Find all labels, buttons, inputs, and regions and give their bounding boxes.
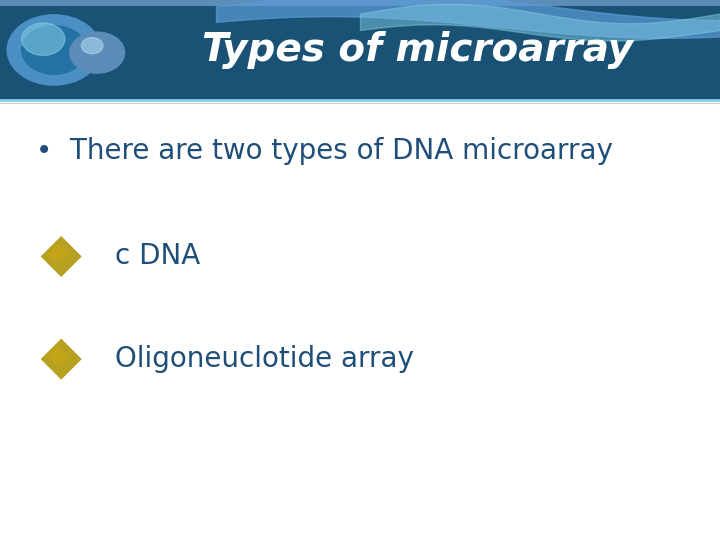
Polygon shape bbox=[48, 347, 69, 365]
Polygon shape bbox=[48, 244, 69, 262]
Polygon shape bbox=[41, 236, 82, 277]
Circle shape bbox=[70, 32, 125, 73]
Text: Types of microarray: Types of microarray bbox=[202, 31, 633, 69]
Circle shape bbox=[22, 23, 65, 55]
Text: Oligoneuclotide array: Oligoneuclotide array bbox=[115, 345, 414, 373]
Text: •  There are two types of DNA microarray: • There are two types of DNA microarray bbox=[36, 137, 613, 165]
FancyBboxPatch shape bbox=[0, 0, 720, 100]
Circle shape bbox=[7, 15, 101, 85]
Circle shape bbox=[81, 37, 103, 54]
Polygon shape bbox=[41, 339, 82, 380]
FancyBboxPatch shape bbox=[0, 0, 720, 6]
Circle shape bbox=[22, 25, 86, 74]
Text: c DNA: c DNA bbox=[115, 242, 200, 271]
